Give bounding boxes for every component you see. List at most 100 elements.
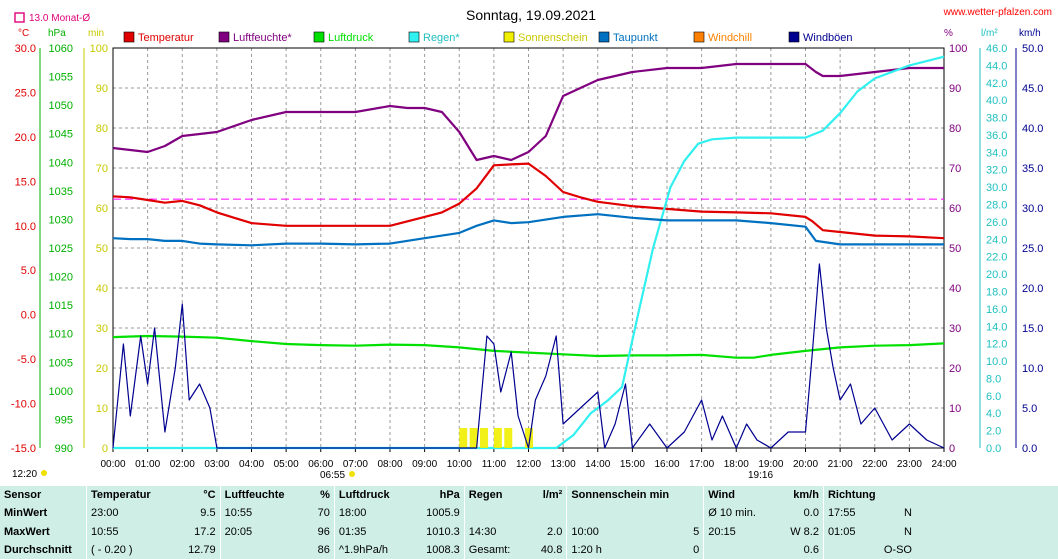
legend-label: Luftfeuchte* bbox=[233, 32, 292, 44]
wind-tick-label: 5.0 bbox=[1022, 403, 1037, 415]
stats-cell: 01:35 bbox=[333, 522, 411, 541]
pressure-tick-label: 1055 bbox=[49, 72, 73, 84]
stats-cell: 17:55 bbox=[822, 504, 870, 523]
legend-swatch bbox=[313, 31, 325, 43]
rain-tick-label: 10.0 bbox=[986, 356, 1007, 368]
humidity-tick-label: 50 bbox=[949, 243, 961, 255]
pressure-tick-label: 1000 bbox=[49, 386, 73, 398]
stats-cell: 1008.3 bbox=[426, 543, 460, 556]
sun-tick-label: 20 bbox=[96, 363, 108, 375]
stats-cell bbox=[528, 504, 566, 522]
rain-tick-label: 34.0 bbox=[986, 147, 1007, 159]
x-tick-label: 13:00 bbox=[551, 459, 576, 470]
stats-header-temp: Temperatur bbox=[85, 486, 174, 505]
stats-header-press-unit: hPa bbox=[439, 489, 460, 502]
pressure-tick-label: 990 bbox=[55, 443, 73, 455]
stats-row-label: Durchschnitt bbox=[4, 543, 72, 556]
series-line-windboeen bbox=[112, 263, 945, 449]
sun-tick-label: 70 bbox=[96, 163, 108, 175]
stats-row-label: MaxWert bbox=[4, 525, 50, 538]
stats-cell bbox=[822, 540, 870, 559]
x-tick-label: 10:00 bbox=[447, 459, 472, 470]
sun-tick-label: 40 bbox=[96, 283, 108, 295]
stats-cell: 9.5 bbox=[200, 507, 216, 520]
stats-cell: Gesamt: bbox=[463, 540, 529, 559]
humidity-tick-label: 30 bbox=[949, 323, 961, 335]
temp-tick-label: -10.0 bbox=[11, 399, 36, 411]
stats-cell: 2.0 bbox=[547, 525, 563, 538]
temp-tick-label: 10.0 bbox=[15, 221, 36, 233]
wind-tick-label: 0.0 bbox=[1022, 443, 1037, 455]
stats-cell: W 8.2 bbox=[790, 525, 819, 538]
website-link[interactable]: www.wetter-pfalzen.com bbox=[943, 7, 1052, 18]
legend-swatch bbox=[408, 31, 420, 43]
stats-cell: 10:55 bbox=[219, 504, 308, 523]
stats-header-rain: Regen bbox=[463, 486, 529, 505]
stats-cell bbox=[666, 504, 703, 522]
x-tick-label: 06:00 bbox=[308, 459, 333, 470]
temp-tick-label: 5.0 bbox=[21, 265, 36, 277]
stats-cell bbox=[219, 540, 308, 559]
stats-header-hum-unit: % bbox=[320, 489, 330, 502]
sun-tick-label: 80 bbox=[96, 123, 108, 135]
stats-cell: 40.8 bbox=[540, 543, 563, 556]
stats-cell: 1:20 h bbox=[566, 540, 667, 559]
sunshine-bar bbox=[525, 428, 534, 448]
stats-cell bbox=[703, 540, 776, 559]
stats-table: Sensor Temperatur °C Luftfeuchte % Luftd… bbox=[0, 486, 1058, 559]
series-line-luftfeuchte bbox=[112, 62, 944, 162]
unit-hpa: hPa bbox=[48, 28, 66, 39]
rain-tick-label: 20.0 bbox=[986, 269, 1007, 281]
legend-swatch bbox=[123, 31, 135, 43]
chart-grid bbox=[113, 48, 944, 448]
stats-cell: O-SO bbox=[883, 543, 912, 556]
x-tick-label: 12:00 bbox=[516, 459, 541, 470]
stats-row-label: MinWert bbox=[4, 507, 48, 520]
rain-tick-label: 26.0 bbox=[986, 217, 1007, 229]
wind-tick-label: 15.0 bbox=[1022, 323, 1043, 335]
stats-cell: 1005.9 bbox=[426, 507, 460, 520]
monthly-avg-icon bbox=[14, 12, 25, 23]
x-tick-label: 07:00 bbox=[343, 459, 368, 470]
sun-tick-label: 50 bbox=[96, 243, 108, 255]
humidity-tick-label: 80 bbox=[949, 123, 961, 135]
rain-tick-label: 42.0 bbox=[986, 78, 1007, 90]
x-tick-label: 00:00 bbox=[100, 459, 125, 470]
temp-tick-label: 30.0 bbox=[15, 43, 36, 55]
rain-tick-label: 0.0 bbox=[986, 443, 1001, 455]
unit-kmh: km/h bbox=[1019, 28, 1041, 39]
legend-swatch bbox=[218, 31, 230, 43]
sunshine-bar bbox=[469, 428, 478, 448]
stats-header-wind-unit: km/h bbox=[793, 489, 819, 502]
rain-tick-label: 30.0 bbox=[986, 182, 1007, 194]
legend-swatch bbox=[503, 31, 515, 43]
stats-cell: 86 bbox=[317, 543, 330, 556]
rain-tick-label: 36.0 bbox=[986, 130, 1007, 142]
pressure-tick-label: 1035 bbox=[49, 186, 73, 198]
stats-cell bbox=[463, 504, 529, 523]
start-time: 12:20 bbox=[12, 469, 37, 480]
sun-tick-label: 60 bbox=[96, 203, 108, 215]
stats-cell: 14:30 bbox=[463, 522, 529, 541]
stats-cell: 17.2 bbox=[194, 525, 216, 538]
rain-tick-label: 8.0 bbox=[986, 373, 1001, 385]
humidity-tick-label: 20 bbox=[949, 363, 961, 375]
x-tick-label: 23:00 bbox=[897, 459, 922, 470]
temp-tick-label: 20.0 bbox=[15, 132, 36, 144]
pressure-tick-label: 1045 bbox=[49, 129, 73, 141]
wind-tick-label: 50.0 bbox=[1022, 43, 1043, 55]
x-tick-label: 24:00 bbox=[931, 459, 956, 470]
x-tick-label: 14:00 bbox=[585, 459, 610, 470]
sunrise-icon bbox=[349, 471, 355, 477]
stats-cell: 20:05 bbox=[219, 522, 308, 541]
stats-header-sensor: Sensor bbox=[4, 489, 42, 502]
pressure-tick-label: 1040 bbox=[49, 157, 73, 169]
wind-tick-label: 45.0 bbox=[1022, 83, 1043, 95]
rain-tick-label: 22.0 bbox=[986, 252, 1007, 264]
stats-cell: 12.79 bbox=[188, 543, 216, 556]
humidity-tick-label: 0 bbox=[949, 443, 955, 455]
stats-header-sun: Sonnenschein min bbox=[566, 486, 704, 505]
rain-tick-label: 16.0 bbox=[986, 304, 1007, 316]
legend-label: Sonnenschein bbox=[518, 32, 588, 44]
legend-label: Taupunkt bbox=[613, 32, 658, 44]
